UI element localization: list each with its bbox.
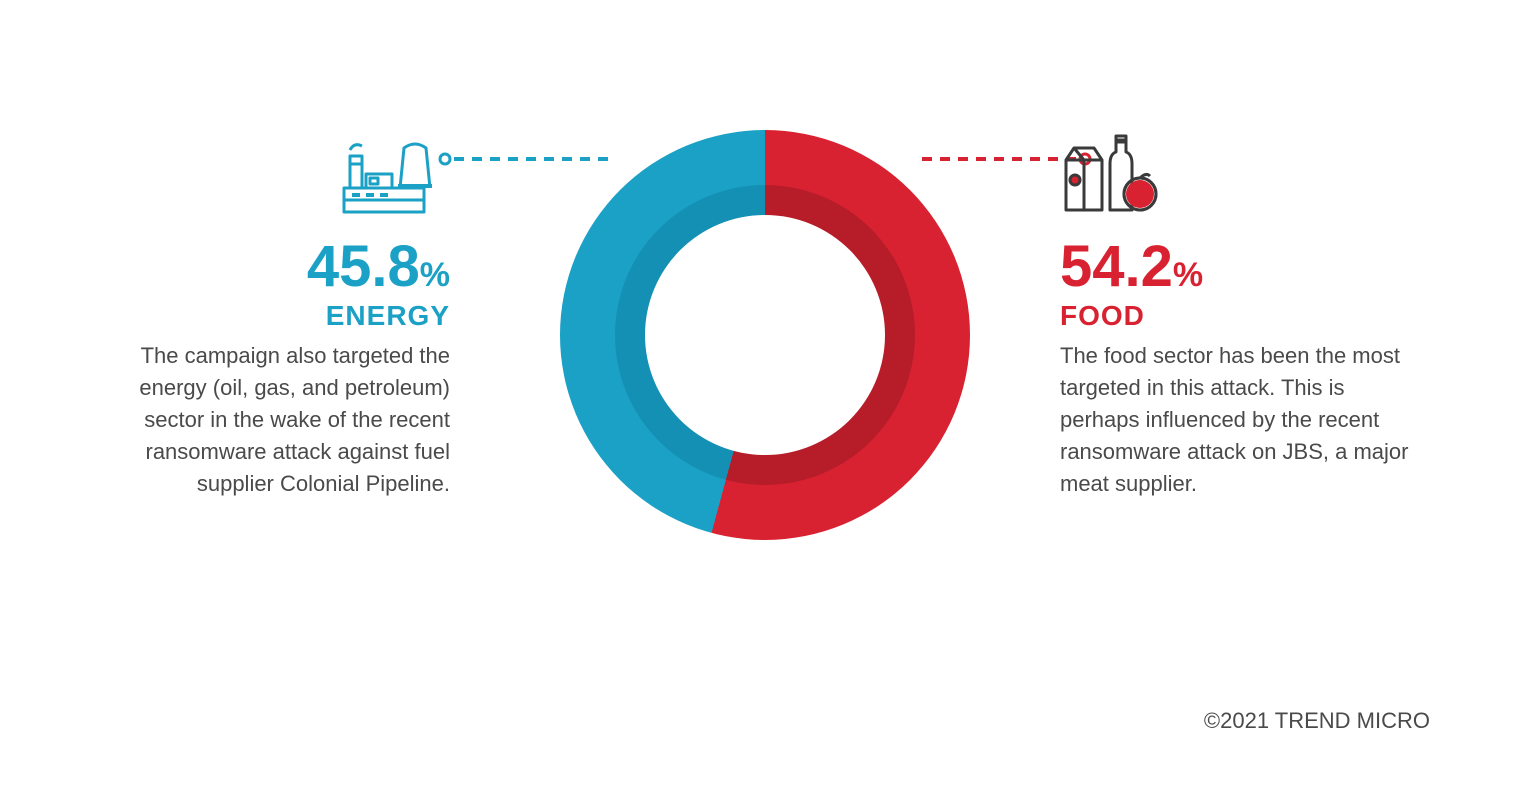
energy-label: ENERGY [100, 300, 450, 332]
copyright-text: ©2021 TREND MICRO [1204, 708, 1430, 734]
donut-hole [645, 215, 885, 455]
food-label: FOOD [1060, 300, 1410, 332]
food-icon-row [1060, 130, 1410, 220]
factory-icon [340, 130, 450, 220]
connector-left [438, 152, 608, 156]
energy-pct-number: 45.8 [307, 234, 420, 299]
food-percentage: 54.2% [1060, 238, 1410, 296]
food-pct-sign: % [1173, 256, 1203, 294]
energy-percentage: 45.8% [100, 238, 450, 296]
donut-chart [560, 130, 970, 540]
energy-panel: 45.8% ENERGY The campaign also targeted … [100, 130, 450, 499]
energy-pct-sign: % [420, 256, 450, 294]
food-pct-number: 54.2 [1060, 234, 1173, 299]
groceries-icon [1060, 130, 1160, 220]
energy-description: The campaign also targeted the energy (o… [100, 340, 450, 499]
food-panel: 54.2% FOOD The food sector has been the … [1060, 130, 1410, 499]
energy-icon-row [100, 130, 450, 220]
food-description: The food sector has been the most target… [1060, 340, 1410, 499]
